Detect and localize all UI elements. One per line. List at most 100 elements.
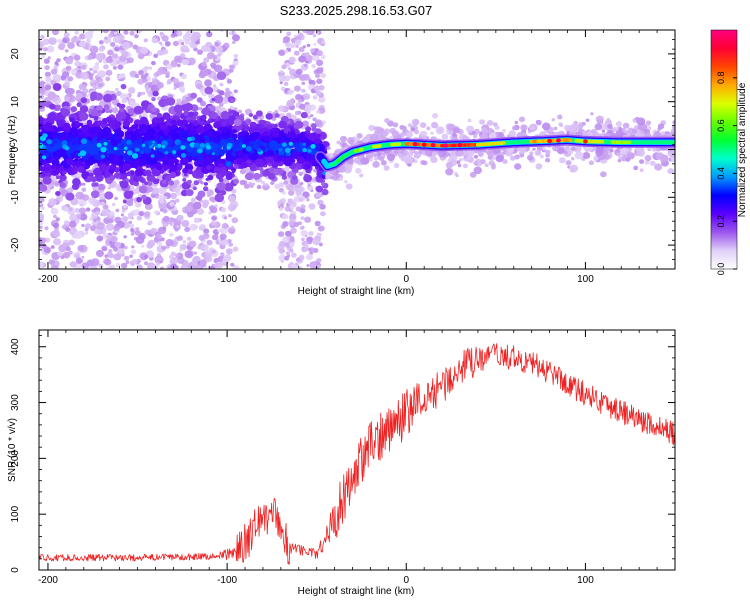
spectrogram-cell [311,127,316,132]
spectrogram-cell [164,196,167,199]
spectrogram-cell [314,139,320,145]
spectrogram-cell [600,140,604,144]
spectrogram-cell [177,235,183,241]
spectrogram-cell [278,50,285,56]
spectrogram-cell [558,122,563,126]
spectrogram-cell [226,248,233,254]
spectrogram-cell [230,263,234,267]
spectrogram-cell [106,70,113,76]
spectrogram-cell [183,240,187,243]
spectrogram-cell [607,124,612,129]
spectrogram-cell [200,259,207,266]
spectrogram-cell [77,166,84,173]
spectrogram-cell [308,80,313,84]
spectrogram-cell [280,138,285,143]
spectrogram-cell [70,215,75,220]
spectrogram-cell [165,41,171,46]
spectrogram-cell [169,172,176,179]
spectrogram-cell [94,182,99,187]
spectrogram-cell [230,106,234,109]
spectrogram-cell [296,206,302,211]
spectrogram-cell [221,111,230,119]
spectrogram-cell [97,222,105,230]
spectrogram-cell [98,120,103,124]
spectrogram-cell [289,242,294,247]
spectrogram-cell [319,204,326,210]
spectrogram-cell [285,185,288,188]
spectrogram-cell [474,167,482,175]
spectrogram-cell [493,122,498,126]
spectrogram-cell [136,148,140,152]
spectrogram-cell [181,74,187,79]
spectrogram-cell [160,170,164,174]
spectrogram-cell [545,158,550,162]
spectrogram-cell [163,99,170,106]
spectrogram-cell [60,255,64,259]
spectrogram-cell [51,245,55,249]
spectrogram-cell [359,174,363,178]
spectrogram-cell [67,88,74,95]
spectrogram-cell [301,204,306,209]
spectrogram-cell [309,203,316,209]
spectrogram-cell [94,117,98,121]
spectrogram-cell [36,213,44,220]
spectrogram-cell [191,259,198,265]
spectrogram-cell [422,143,427,147]
x-tick-label: -200 [38,274,58,285]
spectrogram-cell [176,225,180,229]
spectrogram-cell [163,209,168,213]
spectrogram-cell [629,148,633,151]
spectrogram-cell [589,160,594,165]
spectrogram-cell [105,109,110,113]
spectrogram-cell [310,262,317,269]
spectrogram-cell [557,115,562,120]
spectrogram-cell [85,232,88,235]
spectrogram-cell [197,208,204,215]
spectrogram-cell [36,261,44,268]
spectrogram-cell [81,139,87,145]
spectrogram-cell [487,120,493,126]
spectrogram-cell [210,62,216,67]
spectrogram-cell [135,168,144,176]
spectrogram-cell [595,123,603,130]
spectrogram-cell [320,211,326,216]
spectrogram-cell [369,153,374,158]
spectrogram-cell [250,164,256,169]
spectrogram-cell [162,145,166,148]
spectrogram-cell [99,47,104,52]
spectrogram-cell [547,139,552,143]
spectrogram-cell [201,244,209,251]
spectrogram-cell [479,119,485,124]
spectrogram-cell [174,105,183,113]
spectrogram-cell [438,150,446,157]
spectrogram-cell [206,47,211,52]
spectrogram-cell [42,133,47,138]
spectrogram-cell [138,161,144,166]
spectrogram-cell [590,112,593,115]
spectrogram-cell [219,83,223,87]
spectrogram-cell [114,132,119,137]
spectrogram-cell [98,184,105,191]
spectrogram-cell [197,49,203,55]
spectrogram-cell [137,176,143,182]
spectrogram-cell [156,82,163,89]
spectrogram-cell [121,263,127,269]
spectrogram-cell [141,245,144,248]
spectrogram-cell [72,178,80,186]
spectrogram-cell [114,158,118,162]
spectrogram-cell [114,172,121,178]
spectrogram-cell [216,148,222,154]
spectrogram-cell [132,259,138,264]
spectrogram-cell [151,61,156,65]
spectrogram-cell [87,55,93,60]
spectrogram-cell [203,200,206,203]
spectrogram-cell [212,152,215,155]
spectrogram-cell [75,221,78,224]
spectrogram-cell [136,197,142,202]
spectrogram-cell [289,57,296,64]
spectrogram-cell [284,50,288,54]
spectrogram-cell [257,148,261,152]
spectrogram-cell [185,94,188,97]
spectrogram-cell [53,74,61,82]
spectrogram-cell [69,240,75,246]
